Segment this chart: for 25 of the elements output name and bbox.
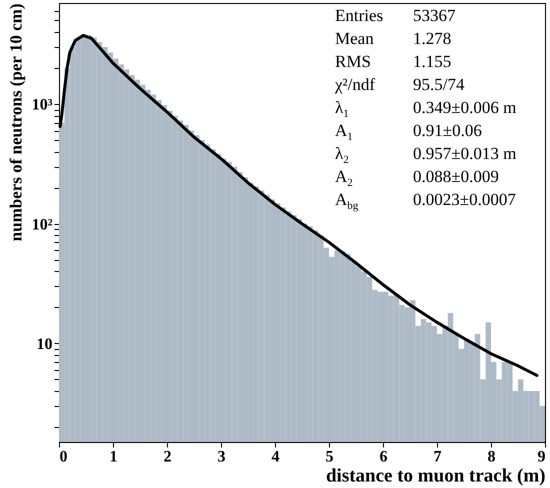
text: Entries 53367 xyxy=(335,6,456,25)
text: RMS 1.155 xyxy=(335,52,452,71)
text: λ$_{1}$ 0.349±0.006 m xyxy=(335,98,516,120)
x-tick-label: 5 xyxy=(326,448,334,466)
text: λ$_{2}$ 0.957±0.013 m xyxy=(335,144,516,166)
x-tick-label: 8 xyxy=(488,448,496,466)
text: A$_{1}$ 0.91±0.06 xyxy=(335,121,482,143)
line-series xyxy=(58,34,538,377)
text: A$_{bg}$ 0.0023±0.0007 xyxy=(335,190,516,212)
x-tick-label: 6 xyxy=(380,448,388,466)
x-tick-label: 9 xyxy=(538,448,546,466)
y-tick-label: 10³ xyxy=(32,96,53,114)
x-axis-title: distance to muon track (m) xyxy=(326,466,546,486)
text: χ²/ndf 95.5/74 xyxy=(335,75,464,94)
y-axis-title: numbers of neutrons (per 10 cm) xyxy=(6,4,26,242)
x-tick-label: 7 xyxy=(434,448,442,466)
x-tick-label: 0 xyxy=(60,448,68,466)
text: Mean 1.278 xyxy=(335,29,452,48)
x-tick-label: 1 xyxy=(110,448,118,466)
x-tick-label: 4 xyxy=(272,448,280,466)
y-tick-label: 10² xyxy=(32,216,53,234)
y-tick-label: 10 xyxy=(36,336,52,353)
x-tick-label: 3 xyxy=(218,448,226,466)
text: A$_{2}$ 0.088±0.009 xyxy=(335,167,499,189)
x-tick-label: 2 xyxy=(164,448,172,466)
